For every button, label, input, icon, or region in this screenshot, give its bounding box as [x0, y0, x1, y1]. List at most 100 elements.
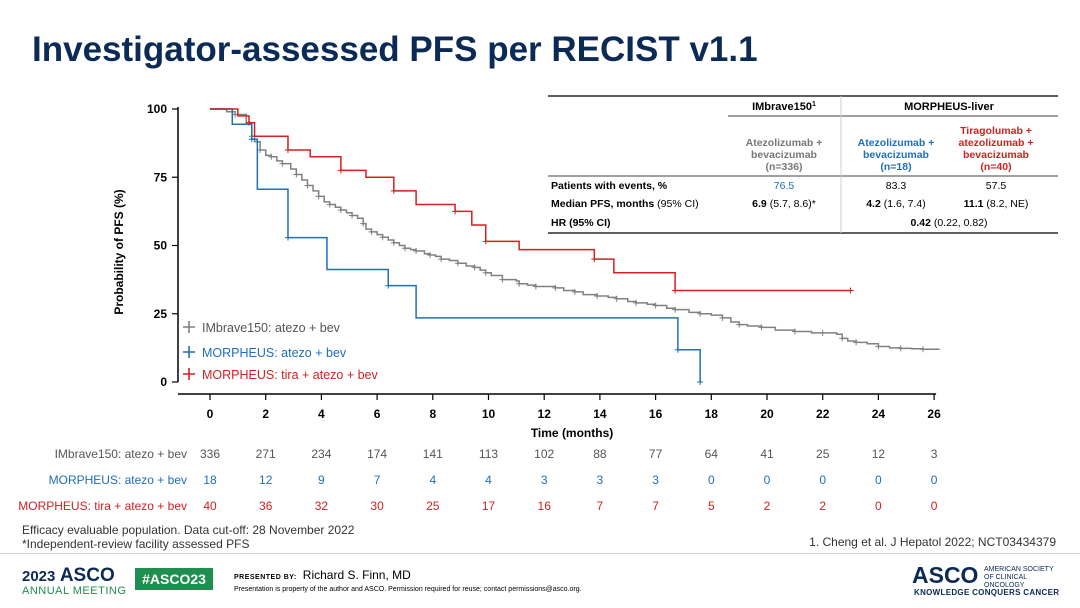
logo-asco: ASCO [59, 565, 115, 586]
risk-value: 174 [367, 447, 387, 461]
censor-mark [819, 329, 826, 336]
legend-marker [183, 346, 195, 358]
x-tick-label: 8 [429, 407, 436, 421]
censor-mark [284, 146, 291, 153]
censor-mark [697, 310, 704, 317]
risk-value: 3 [652, 473, 659, 487]
censor-mark [368, 228, 375, 235]
logo-society: AMERICAN SOCIETY OF CLINICAL ONCOLOGY [984, 566, 1054, 589]
censor-mark [532, 283, 539, 290]
footnote-line-2: *Independent-review facility assessed PF… [22, 537, 250, 551]
row-value-events: 76.5 [774, 180, 795, 192]
censor-mark [758, 324, 765, 331]
risk-value: 0 [819, 473, 826, 487]
risk-value: 3 [931, 447, 938, 461]
censor-mark [390, 187, 397, 194]
risk-value: 271 [256, 447, 276, 461]
col-imbrave-header: bevacizumab [751, 149, 817, 161]
legend-marker [183, 368, 195, 380]
page-title: Investigator-assessed PFS per RECIST v1.… [32, 30, 758, 69]
x-tick-label: 14 [593, 407, 607, 421]
risk-value: 41 [760, 447, 774, 461]
row-value-median: 11.1 (8.2, NE) [964, 198, 1029, 210]
y-tick-label: 50 [154, 239, 168, 253]
row-label-median: Median PFS, months (95% CI) [551, 198, 699, 210]
risk-value: 7 [374, 473, 381, 487]
y-tick-label: 100 [147, 102, 167, 116]
risk-value: 18 [203, 473, 217, 487]
asco-society-logo: ASCO AMERICAN SOCIETY OF CLINICAL ONCOLO… [912, 562, 1059, 597]
censor-mark [401, 245, 408, 252]
censor-mark [672, 287, 679, 294]
risk-value: 2 [764, 499, 771, 513]
reference: 1. Cheng et al. J Hepatol 2022; NCT03434… [809, 535, 1056, 549]
x-tick-label: 4 [318, 407, 325, 421]
censor-mark [552, 284, 559, 291]
footnote-line-1: Efficacy evaluable population. Data cut-… [22, 523, 355, 537]
footer-bar [0, 553, 1080, 608]
x-tick-label: 6 [374, 407, 381, 421]
risk-value: 3 [597, 473, 604, 487]
risk-value: 32 [315, 499, 329, 513]
risk-value: 234 [311, 447, 331, 461]
risk-value: 77 [649, 447, 663, 461]
censor-mark [326, 201, 333, 208]
legend-label: IMbrave150: atezo + bev [202, 321, 341, 335]
risk-value: 336 [200, 447, 220, 461]
km-curve-2 [210, 108, 701, 382]
censor-mark [438, 256, 445, 263]
risk-value: 102 [534, 447, 554, 461]
censor-mark [697, 379, 704, 385]
col-morpheus-tira-header: (n=40) [980, 161, 1011, 173]
x-tick-label: 16 [649, 407, 663, 421]
y-tick-label: 0 [160, 375, 167, 389]
row-value-median: 4.2 (1.6, 7.4) [866, 198, 926, 210]
logo-annual-meeting: ANNUAL MEETING [22, 585, 127, 597]
risk-value: 64 [705, 447, 719, 461]
censor-mark [633, 299, 640, 306]
table-header-imbrave: IMbrave1501 [752, 101, 816, 113]
legend-label: MORPHEUS: tira + atezo + bev [202, 368, 379, 382]
risk-value: 17 [482, 499, 496, 513]
censor-mark [571, 288, 578, 295]
col-morpheus-tira-header: bevacizumab [963, 149, 1029, 161]
col-morpheus-tira-header: Tiragolumab + [960, 125, 1032, 137]
risk-value: 0 [875, 499, 882, 513]
censor-mark [499, 276, 506, 283]
risk-value: 36 [259, 499, 273, 513]
censor-mark [482, 269, 489, 276]
censor-mark [390, 239, 397, 246]
risk-value: 0 [764, 473, 771, 487]
logo-tagline: KNOWLEDGE CONQUERS CANCER [914, 588, 1060, 597]
censor-mark [248, 136, 255, 143]
risk-value: 12 [872, 447, 886, 461]
x-tick-label: 26 [927, 407, 941, 421]
x-tick-label: 0 [207, 407, 214, 421]
x-tick-label: 24 [872, 407, 886, 421]
row-label-events: Patients with events, % [551, 180, 668, 192]
legend-marker [183, 321, 195, 333]
x-tick-label: 18 [705, 407, 719, 421]
censor-mark [672, 306, 679, 313]
censor-mark [360, 220, 367, 227]
censor-mark [452, 208, 459, 215]
censor-mark [337, 207, 344, 214]
risk-value: 30 [370, 499, 384, 513]
censor-mark [471, 264, 478, 271]
censor-mark [257, 146, 264, 153]
censor-mark [232, 111, 239, 118]
censor-mark [674, 346, 681, 353]
risk-value: 4 [485, 473, 492, 487]
col-morpheus-ab-header: Atezolizumab + [858, 137, 935, 149]
risk-value: 0 [931, 473, 938, 487]
logo-asco-name: ASCO [912, 562, 979, 588]
censor-mark [315, 193, 322, 200]
row-value-median: 6.9 (5.7, 8.6)* [752, 198, 816, 210]
censor-mark [853, 339, 860, 346]
risk-value: 0 [931, 499, 938, 513]
censor-mark [379, 234, 386, 241]
risk-value: 3 [541, 473, 548, 487]
censor-mark [337, 167, 344, 174]
asco-annual-meeting-logo: 2023 ASCO ANNUAL MEETING [22, 565, 126, 597]
presenter-name: Richard S. Finn, MD [302, 568, 411, 582]
